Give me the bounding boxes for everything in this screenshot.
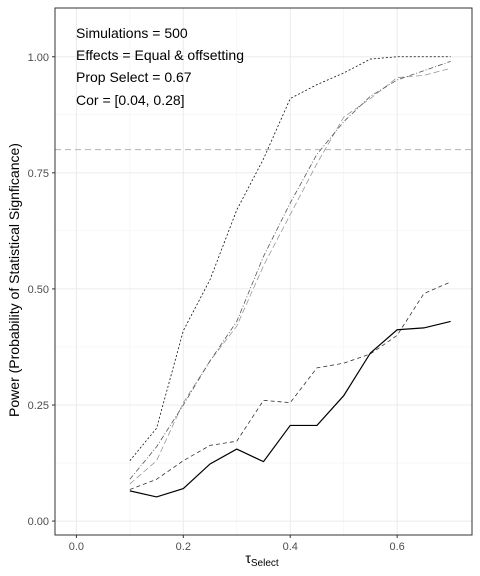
x-tick-label: 0.4 (283, 541, 298, 553)
y-tick-label: 0.75 (28, 168, 49, 180)
series-line-4 (129, 67, 451, 485)
annotation-effects: Effects = Equal & offsetting (76, 47, 244, 63)
y-axis-ticks: 0.00 0.25 0.50 0.75 1.00 (28, 52, 55, 528)
y-tick-label: 0.25 (28, 400, 49, 412)
annotation-prop-select: Prop Select = 0.67 (76, 69, 192, 85)
annotation-cor: Cor = [0.04, 0.28] (76, 92, 185, 108)
y-tick-label: 0.00 (28, 516, 49, 528)
series-line-5 (129, 61, 451, 480)
x-tick-label: 0.2 (176, 541, 191, 553)
y-tick-label: 0.50 (28, 284, 49, 296)
x-tick-label: 0.6 (390, 541, 405, 553)
grid-major (55, 8, 472, 535)
x-tick-label: 0.0 (69, 541, 84, 553)
x-axis-title-subscript: Select (251, 558, 279, 569)
series-line-1 (129, 320, 451, 498)
x-axis-title-tau: τ (245, 550, 251, 566)
x-axis-title: τSelect (245, 550, 279, 569)
series-layer (129, 56, 451, 498)
annotation-simulations: Simulations = 500 (76, 25, 188, 41)
annotation-block: Simulations = 500 Effects = Equal & offs… (76, 25, 244, 108)
grid-minor (55, 8, 472, 535)
panel-border (54, 7, 473, 536)
x-axis-ticks: 0.0 0.2 0.4 0.6 (69, 535, 405, 553)
y-tick-label: 1.00 (28, 52, 49, 64)
y-axis-title: Power (Probability of Statistical Signfi… (6, 143, 22, 417)
